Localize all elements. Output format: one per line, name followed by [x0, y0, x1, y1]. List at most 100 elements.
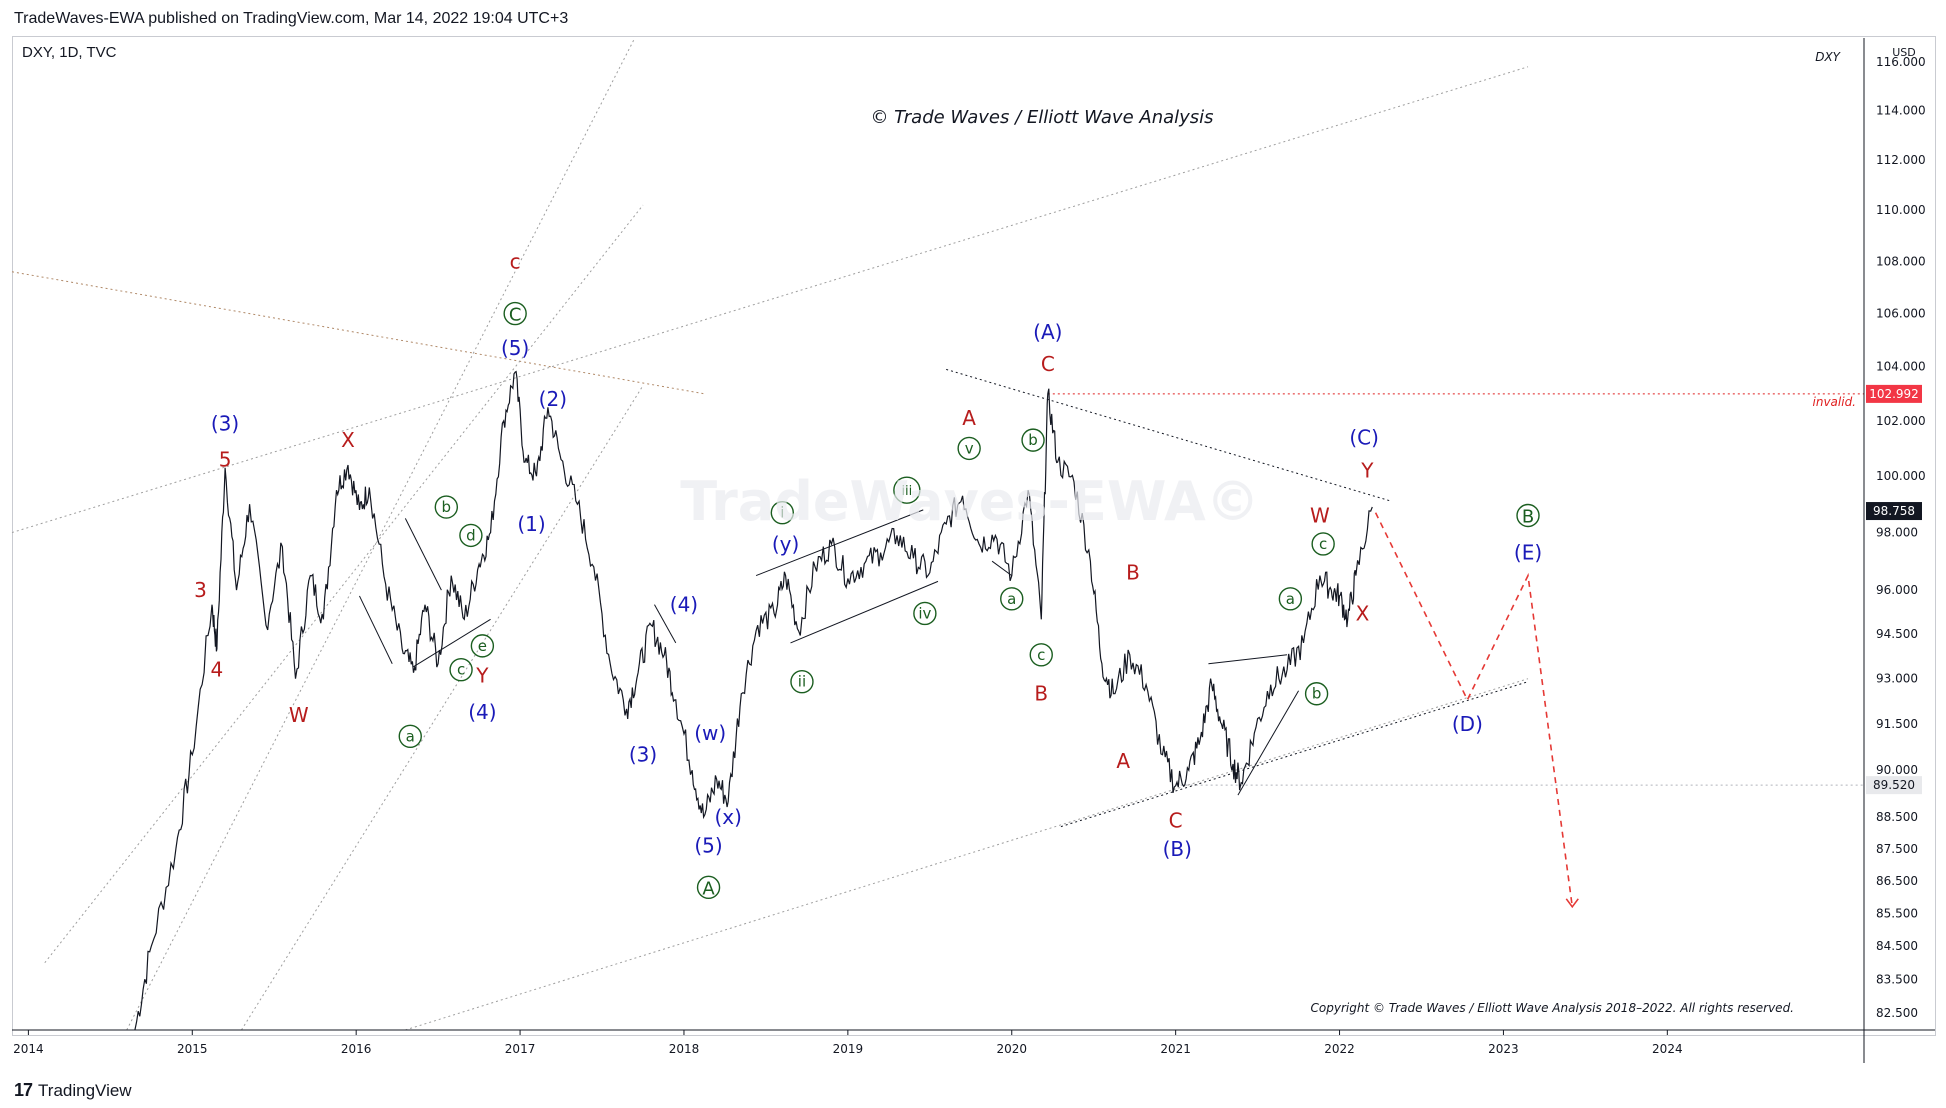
y-tick-label: 114.000: [1876, 103, 1926, 117]
y-tick-label: 90.000: [1876, 763, 1918, 777]
price-badge-bg: [1866, 502, 1922, 521]
y-tick-label: 104.000: [1876, 360, 1926, 374]
projection-path: [1374, 512, 1574, 907]
x-tick-label: 2022: [1324, 1042, 1355, 1056]
y-tick-label: 94.500: [1876, 627, 1918, 641]
wave-label: (A): [1033, 320, 1062, 344]
y-tick-label: 96.000: [1876, 583, 1918, 597]
y-tick-label: 91.500: [1876, 717, 1918, 731]
wave-label-circle: [770, 500, 795, 525]
x-tick-label: 2023: [1488, 1042, 1519, 1056]
wave-label: (4): [670, 593, 698, 617]
wave-label: e: [478, 637, 487, 655]
x-tick-label: 2024: [1652, 1042, 1683, 1056]
wave-label: X: [341, 428, 355, 452]
x-tick-label: 2019: [833, 1042, 864, 1056]
wave-label: (1): [517, 512, 545, 536]
wave-label-circle: [449, 658, 473, 682]
wave-label-circle: [1000, 587, 1024, 611]
trendline: [790, 580, 939, 644]
wave-label: C: [1041, 352, 1055, 376]
y-tick-label: 85.500: [1876, 906, 1918, 920]
x-tick-label: 2021: [1160, 1042, 1191, 1056]
trendline: [654, 604, 677, 644]
wave-label: a: [406, 727, 415, 745]
y-tick-label: 110.000: [1876, 203, 1926, 217]
x-tick-label: 2014: [13, 1042, 44, 1056]
wave-label-circle: [893, 476, 921, 504]
trendline: [405, 678, 1529, 1031]
y-tick-label: 116.000: [1876, 55, 1926, 69]
wave-label: (3): [629, 743, 657, 767]
wave-label-circle: [1516, 503, 1540, 528]
trendline: [413, 618, 491, 668]
wave-label: a: [1286, 590, 1295, 608]
wave-label: b: [1312, 685, 1322, 703]
wave-label: X: [1356, 601, 1370, 625]
wave-label: B: [1522, 507, 1534, 528]
wave-label: 3: [194, 578, 207, 602]
wave-label: B: [1126, 561, 1140, 585]
trendline: [126, 37, 636, 1031]
wave-label: C: [509, 305, 522, 326]
published-line: TradeWaves-EWA published on TradingView.…: [14, 10, 569, 27]
wave-label-circle: [1029, 643, 1053, 667]
tradingview-logo[interactable]: 17 TradingView: [14, 1080, 132, 1101]
wave-label: (5): [501, 336, 529, 360]
wave-label: Y: [475, 664, 489, 688]
y-tick-label: 102.000: [1876, 414, 1926, 428]
wave-label: (y): [772, 532, 799, 556]
currency-label: USD: [1892, 46, 1916, 59]
trendline: [1237, 690, 1299, 796]
y-tick-label: 93.000: [1876, 672, 1918, 686]
y-tick-label: 106.000: [1876, 307, 1926, 321]
y-tick-label: 88.500: [1876, 810, 1918, 824]
wave-label: B: [1034, 682, 1048, 706]
wave-label: (w): [694, 721, 726, 745]
wave-label: (x): [714, 805, 741, 829]
wave-label: A: [702, 878, 715, 899]
wave-label: c: [510, 249, 521, 273]
wave-label-circle: [459, 523, 483, 548]
chart-frame[interactable]: [12, 36, 1936, 1036]
symbol-line: DXY, 1D, TVC: [22, 44, 117, 61]
y-tick-label: 84.500: [1876, 939, 1918, 953]
trendline: [1208, 654, 1288, 665]
y-tick-label: 83.500: [1876, 972, 1918, 986]
trendline: [11, 271, 704, 395]
wave-label: (C): [1349, 425, 1379, 449]
wave-label: d: [466, 526, 476, 544]
wave-label: (2): [539, 387, 567, 411]
trendline: [1060, 681, 1529, 828]
price-badge-bg: [1866, 776, 1922, 795]
wave-label: 5: [219, 447, 232, 471]
x-tick-label: 2020: [996, 1042, 1027, 1056]
wave-label: ii: [798, 673, 806, 691]
wave-label: Y: [1360, 459, 1374, 483]
trendline: [404, 518, 442, 591]
copyright-note: Copyright © Trade Waves / Elliott Wave A…: [1311, 1001, 1794, 1015]
wave-label: c: [457, 661, 465, 679]
wave-label: c: [1319, 535, 1327, 553]
wave-label: (E): [1514, 541, 1542, 565]
trendline: [991, 560, 1013, 576]
wave-label: (B): [1163, 837, 1192, 861]
x-tick-label: 2017: [505, 1042, 536, 1056]
x-tick-label: 2015: [177, 1042, 208, 1056]
wave-label-circle: [1311, 532, 1335, 556]
watermark: TradeWaves-EWA©: [680, 470, 1260, 533]
wave-label-circle: [790, 669, 814, 694]
wave-label: i: [780, 504, 784, 522]
wave-label: C: [1169, 808, 1183, 832]
x-tick-label: 2018: [669, 1042, 700, 1056]
trendline: [755, 509, 924, 577]
wave-label-circle: [696, 875, 721, 900]
x-tick-label: 2016: [341, 1042, 372, 1056]
y-tick-label: 98.000: [1876, 526, 1918, 540]
wave-label-circle: [1304, 682, 1329, 706]
wave-label-circle: [913, 601, 937, 626]
wave-label: b: [442, 498, 452, 516]
symbol-tag: DXY: [1815, 50, 1841, 64]
wave-label-circle: [434, 495, 459, 519]
